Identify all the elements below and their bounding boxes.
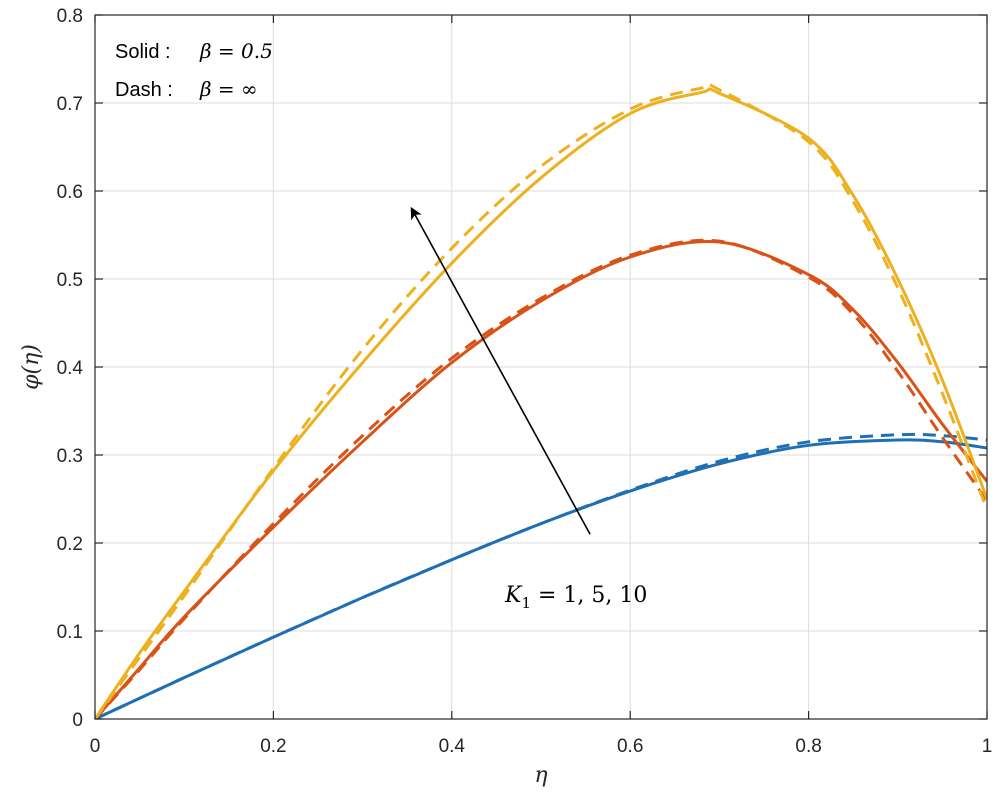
axis-ticks: 0 0.2 0.4 0.6 0.8 1 0 0.1 0.2 0.3 0.4 0.5 0.6 0.7 0.8 [57, 6, 993, 757]
legend-dash-label: Dash : [115, 79, 173, 101]
legend-solid-math: β = 0.5 [199, 39, 273, 63]
y-tick-label: 0.6 [57, 182, 83, 203]
series-line-2-dashed [95, 432, 987, 719]
y-tick-label: 0.1 [57, 622, 83, 643]
y-tick-label: 0 [72, 710, 83, 731]
annotation-values: = 1, 5, 10 [531, 583, 647, 608]
annotation-label: K1 = 1, 5, 10 [504, 583, 647, 612]
y-axis-label: φ(η) [19, 344, 44, 390]
y-tick-label: 0.7 [57, 94, 83, 115]
series-line-3-solid [95, 239, 987, 719]
series-line-6-dashed [95, 82, 987, 719]
annotation-symbol: K [504, 583, 523, 608]
y-tick-label: 0.3 [57, 446, 83, 467]
legend: Solid : β = 0.5 Dash : β = ∞ [115, 39, 273, 101]
annotation-subscript: 1 [521, 594, 531, 612]
series-group [95, 82, 987, 719]
y-tick-label: 0.5 [57, 270, 83, 291]
x-tick-label: 0.8 [795, 736, 821, 757]
x-tick-label: 0.2 [260, 736, 286, 757]
legend-solid-label: Solid : [115, 41, 171, 63]
x-tick-label: 0.4 [439, 736, 466, 757]
y-tick-label: 0.4 [57, 358, 84, 379]
y-tick-label: 0.2 [57, 534, 83, 555]
x-tick-label: 1 [982, 736, 993, 757]
y-tick-label: 0.8 [57, 6, 83, 27]
x-tick-label: 0.6 [617, 736, 643, 757]
x-tick-label: 0 [90, 736, 101, 757]
x-axis-label: η [534, 763, 547, 788]
series-line-4-dashed [95, 238, 987, 719]
annotation-arrow [410, 206, 591, 535]
series-line-5-solid [95, 87, 987, 719]
legend-dash-math: β = ∞ [199, 77, 258, 101]
